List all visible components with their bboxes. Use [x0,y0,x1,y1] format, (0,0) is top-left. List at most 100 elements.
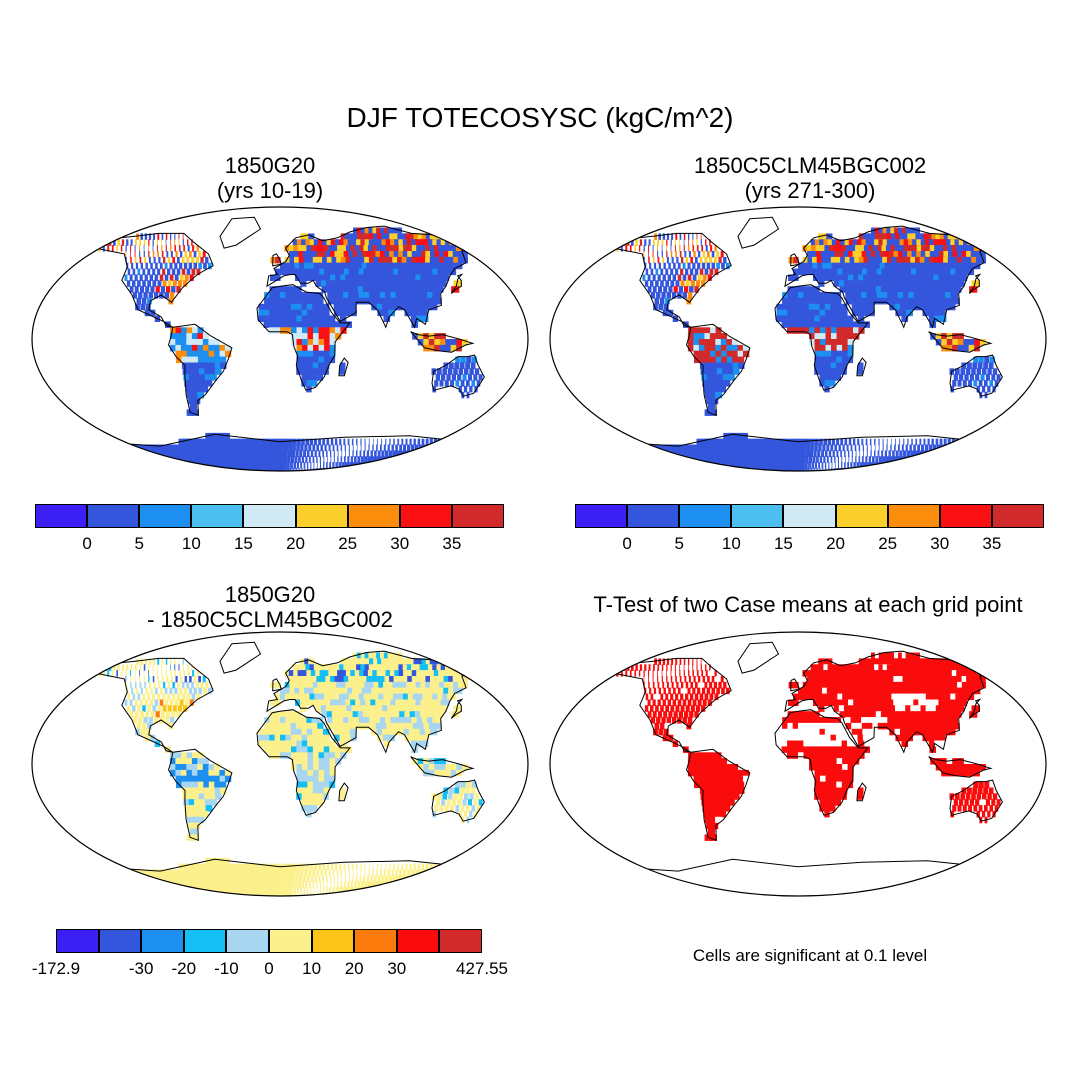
coastline-africa [256,709,351,816]
colorbar-tick-label: 0 [622,534,632,553]
significance-note: Cells are significant at 0.1 level [692,946,928,965]
panel-title-diff-line2: - 1850C5CLM45BGC002 [147,607,393,632]
colorbar-box [139,504,192,528]
colorbar-tick-label: 25 [338,534,358,553]
colorbar-diff: -172.9 -30 -20 -10 0 10 20 30 427.55 [32,929,508,978]
coastline-australia [949,779,1003,822]
map-ttest [549,631,1047,897]
coastline-indonesia [928,756,993,778]
panel-title-case2-line2: (yrs 271-300) [744,178,876,203]
panel-title-case1: 1850G20 (yrs 10-19) [120,153,420,203]
coastline-sa [167,748,233,842]
map-border [549,631,1047,897]
colorbar-case1: 0 5 10 15 20 25 30 35 [35,504,504,553]
coastline-eurasia [266,225,481,329]
colorbar-tick-label: 30 [930,534,950,553]
panel-title-case1-line1: 1850G20 [224,153,316,178]
coastline-greenland [219,216,262,249]
colorbar-tick-label: -172.9 [31,959,81,978]
coastline-australia [431,354,485,397]
colorbar-tick-label: 15 [773,534,793,553]
coastline-antarctica [93,858,468,896]
colorbar-box [243,504,296,528]
coastline-madagascar [856,357,867,377]
colorbar-tick-label: 15 [233,534,253,553]
colorbar-box [87,504,140,528]
coastline-japan [968,698,982,719]
coastline-eurasia [784,225,999,329]
colorbar-box [347,504,400,528]
land-cells [616,652,1001,841]
colorbar-tick-label: 30 [387,959,407,978]
colorbar-tick-label: 5 [674,534,684,553]
coastline-madagascar [856,782,867,802]
colorbar-box [183,929,227,953]
map-case1 [31,206,529,472]
colorbar-tick-label: 10 [721,534,741,553]
colorbar-tick-label: 25 [878,534,898,553]
panel-title-case2: 1850C5CLM45BGC002 (yrs 271-300) [630,153,990,203]
coastline-eurasia [784,650,999,754]
colorbar-box [269,929,312,953]
coastline-na [612,232,732,328]
colorbar-box [887,504,940,528]
colorbar-tick-label: 10 [302,959,322,978]
panel-title-diff: 1850G20 - 1850C5CLM45BGC002 [110,582,430,632]
colorbar-tick-label: 10 [181,534,201,553]
colorbar-box [679,504,732,528]
figure-title: DJF TOTECOSYSC (kgC/m^2) [346,102,734,133]
colorbar-box [627,504,680,528]
coastline-eurasia [266,650,481,754]
coastlines [93,216,485,471]
coastline-uk [790,678,800,692]
coastline-greenland [219,641,262,674]
land-cells [97,652,483,896]
colorbar-tick-label: -20 [171,959,197,978]
coastline-africa [256,284,351,391]
coastline-sa [685,748,751,842]
panel-title-ttest: T-Test of two Case means at each grid po… [593,592,1023,617]
map-border [31,206,529,472]
colorbar-box [939,504,992,528]
colorbar-case2: 0 5 10 15 20 25 30 35 [575,504,1044,553]
coastlines [93,641,485,896]
coastline-africa [774,709,869,816]
colorbar-box [451,504,504,528]
coastline-africa [774,284,869,391]
colorbar-box [396,929,440,953]
colorbar-box [399,504,452,528]
land-cells [615,227,1001,471]
coastline-japan [450,698,464,719]
coastline-madagascar [338,357,349,377]
colorbar-tick-label: 0 [264,959,274,978]
colorbar-box [226,929,269,953]
colorbar-tick-label: 20 [344,959,364,978]
coastline-indonesia [410,756,475,778]
colorbar-box [98,929,142,953]
colorbar-box [35,504,88,528]
colorbar-box [56,929,99,953]
coastline-indonesia [928,331,993,353]
colorbar-box [311,929,355,953]
coastline-sa [685,323,751,417]
coastlines [611,216,1003,471]
coastline-antarctica [93,433,468,471]
coastline-na [94,232,214,328]
colorbar-box [835,504,888,528]
coastline-madagascar [338,782,349,802]
map-border [31,631,529,897]
colorbar-tick-label: 35 [982,534,1002,553]
land-cells [97,227,483,471]
colorbar-box [439,929,482,953]
coastline-australia [949,354,1003,397]
coastline-na [94,657,214,753]
coastline-uk [272,678,282,692]
colorbar-box [141,929,184,953]
coastline-antarctica [611,433,986,471]
colorbar-box [575,504,628,528]
colorbar-box [191,504,244,528]
coastline-antarctica [611,858,986,896]
colorbar-tick-label: -10 [214,959,239,978]
colorbar-tick-label: 20 [286,534,306,553]
colorbar-box [295,504,348,528]
